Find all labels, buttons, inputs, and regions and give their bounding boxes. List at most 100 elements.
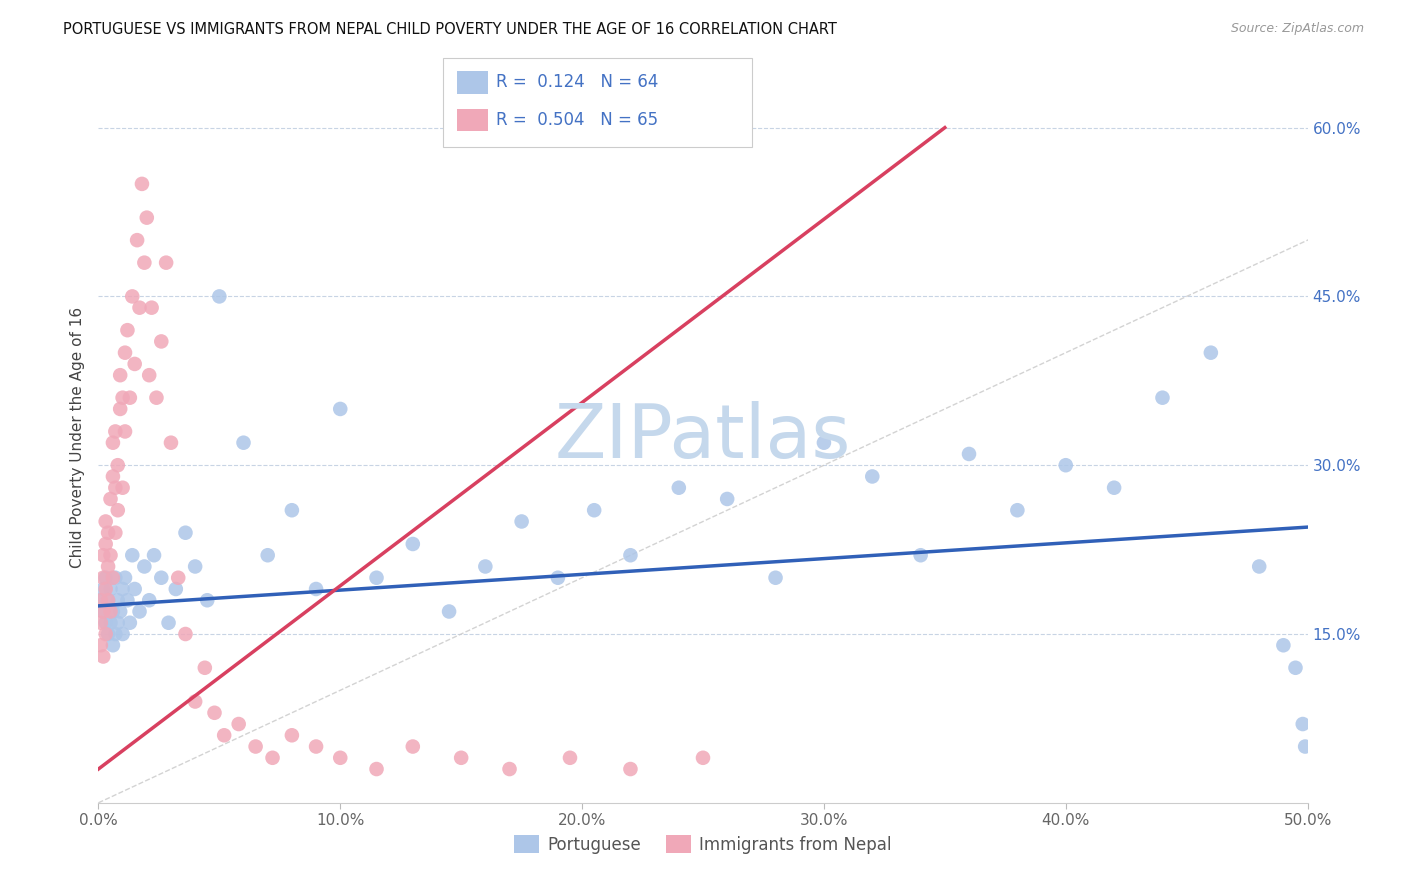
Point <box>108 605 131 619</box>
Text: R =  0.124   N = 64: R = 0.124 N = 64 <box>496 73 658 91</box>
Y-axis label: Child Poverty Under the Age of 16: Child Poverty Under the Age of 16 <box>69 307 84 567</box>
Point <box>1102 481 1125 495</box>
Point <box>91 605 114 619</box>
Point <box>91 649 114 664</box>
Point <box>262 751 284 765</box>
Point <box>1249 559 1271 574</box>
Point <box>402 739 425 754</box>
Point <box>329 401 352 416</box>
Point <box>90 638 112 652</box>
Point <box>150 334 173 349</box>
Point <box>91 571 114 585</box>
Point <box>114 425 136 439</box>
Point <box>90 593 112 607</box>
Point <box>127 233 149 247</box>
Point <box>1007 503 1029 517</box>
Point <box>228 717 250 731</box>
Point <box>138 368 160 383</box>
Point <box>97 593 120 607</box>
Point <box>474 559 496 574</box>
Point <box>94 615 117 630</box>
Point <box>138 593 160 607</box>
Point <box>281 503 304 517</box>
Point <box>94 537 117 551</box>
Point <box>150 571 173 585</box>
Point <box>128 301 150 315</box>
Point <box>134 255 156 269</box>
Point <box>100 615 122 630</box>
Point <box>510 515 533 529</box>
Point <box>141 301 163 315</box>
Point <box>145 391 167 405</box>
Point <box>167 571 190 585</box>
Text: Source: ZipAtlas.com: Source: ZipAtlas.com <box>1230 22 1364 36</box>
Point <box>558 751 581 765</box>
Point <box>195 593 218 607</box>
Point <box>128 605 150 619</box>
Point <box>860 469 883 483</box>
Point <box>437 605 460 619</box>
Point <box>107 593 129 607</box>
Point <box>1294 739 1316 754</box>
Point <box>1199 345 1222 359</box>
Point <box>97 593 120 607</box>
Point <box>108 368 131 383</box>
Point <box>104 481 127 495</box>
Text: PORTUGUESE VS IMMIGRANTS FROM NEPAL CHILD POVERTY UNDER THE AGE OF 16 CORRELATIO: PORTUGUESE VS IMMIGRANTS FROM NEPAL CHIL… <box>63 22 837 37</box>
Point <box>174 627 197 641</box>
Point <box>1284 661 1306 675</box>
Point <box>692 751 714 765</box>
Point <box>104 525 127 540</box>
Point <box>366 571 388 585</box>
Point <box>281 728 304 742</box>
Point <box>1272 638 1295 652</box>
Point <box>402 537 425 551</box>
Point <box>498 762 520 776</box>
Point <box>104 571 127 585</box>
Point <box>121 548 143 562</box>
Point <box>94 571 117 585</box>
Point <box>94 515 117 529</box>
Point <box>101 469 124 483</box>
Point <box>90 615 112 630</box>
Point <box>97 525 120 540</box>
Point <box>305 582 328 596</box>
Point <box>117 593 139 607</box>
Point <box>107 503 129 517</box>
Point <box>91 582 114 596</box>
Point <box>114 571 136 585</box>
Point <box>121 289 143 303</box>
Text: R =  0.504   N = 65: R = 0.504 N = 65 <box>496 111 658 128</box>
Point <box>329 751 352 765</box>
Point <box>232 435 254 450</box>
Point <box>716 491 738 506</box>
Point <box>1054 458 1077 473</box>
Point <box>212 728 235 742</box>
Point <box>111 481 134 495</box>
Point <box>97 627 120 641</box>
Point <box>547 571 569 585</box>
Point <box>100 605 122 619</box>
Point <box>155 255 177 269</box>
Point <box>101 571 124 585</box>
Point <box>94 582 117 596</box>
Point <box>194 661 217 675</box>
Point <box>957 447 980 461</box>
Text: ZIPatlas: ZIPatlas <box>555 401 851 474</box>
Point <box>118 391 141 405</box>
Point <box>101 605 124 619</box>
Point <box>1152 391 1174 405</box>
Point <box>245 739 267 754</box>
Point <box>111 391 134 405</box>
Point <box>91 548 114 562</box>
Point <box>184 559 207 574</box>
Point <box>143 548 166 562</box>
Point <box>104 425 127 439</box>
Point <box>124 357 146 371</box>
Point <box>108 401 131 416</box>
Point <box>184 694 207 708</box>
Point <box>94 627 117 641</box>
Point <box>208 289 231 303</box>
Point <box>910 548 932 562</box>
Point <box>100 491 122 506</box>
